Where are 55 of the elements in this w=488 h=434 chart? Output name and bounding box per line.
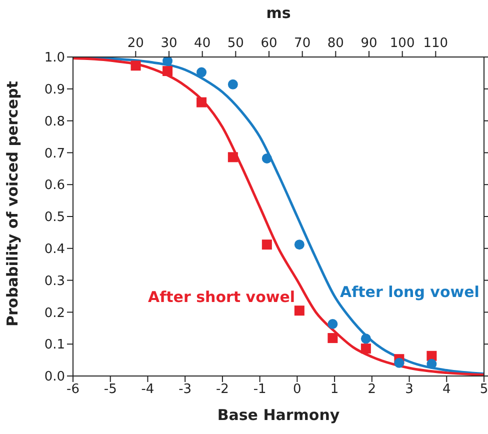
point bbox=[394, 358, 404, 368]
point bbox=[228, 152, 238, 162]
x-tick-label: -6 bbox=[66, 382, 80, 398]
y-tick-label: 0.6 bbox=[44, 178, 65, 194]
x2-tick-label: 30 bbox=[160, 36, 178, 51]
x2-tick-label: 90 bbox=[360, 36, 378, 51]
point bbox=[294, 306, 304, 316]
point bbox=[328, 333, 338, 344]
point bbox=[130, 60, 141, 71]
point bbox=[360, 334, 371, 344]
x-tick-label: 4 bbox=[442, 382, 451, 398]
point bbox=[162, 57, 173, 66]
y-axis-title: Probability of voiced percept bbox=[3, 81, 22, 326]
x2-tick-label: 20 bbox=[127, 36, 144, 51]
series-label: After short vowel bbox=[148, 288, 296, 306]
point bbox=[262, 153, 272, 164]
x-tick-label: 1 bbox=[330, 382, 339, 398]
x-axis-title: Base Harmony bbox=[217, 406, 340, 424]
y-tick-label: 0.8 bbox=[44, 114, 65, 130]
point bbox=[228, 79, 238, 90]
x-tick-label: 3 bbox=[405, 382, 414, 398]
x-tick-label: 0 bbox=[293, 382, 302, 398]
y-tick-label: 0.5 bbox=[44, 210, 65, 226]
x2-tick-label: 100 bbox=[390, 36, 415, 51]
y-tick-label: 0.4 bbox=[44, 242, 65, 258]
point bbox=[196, 67, 207, 78]
y-tick-label: 0.1 bbox=[44, 338, 65, 353]
point bbox=[196, 97, 207, 108]
y-tick-label: 0.3 bbox=[44, 274, 65, 289]
x-tick-label: 5 bbox=[480, 382, 488, 398]
x2-tick-label: 110 bbox=[423, 36, 448, 51]
x2-tick-label: 80 bbox=[327, 36, 344, 51]
x2-tick-label: 60 bbox=[260, 36, 278, 51]
point bbox=[360, 344, 371, 354]
series-label: After long vowel bbox=[340, 283, 480, 301]
y-tick-label: 0.9 bbox=[44, 82, 65, 98]
x-tick-label: -1 bbox=[253, 382, 266, 398]
point bbox=[294, 240, 304, 250]
x-tick-label: -4 bbox=[141, 382, 154, 398]
x-tick-label: -2 bbox=[216, 382, 229, 398]
x2-axis-title: ms bbox=[266, 4, 291, 22]
point bbox=[328, 319, 338, 330]
x2-tick-label: 40 bbox=[194, 36, 211, 51]
x2-tick-label: 50 bbox=[227, 36, 244, 51]
y-tick-label: 0.7 bbox=[44, 146, 65, 162]
y-tick-label: 0.0 bbox=[44, 370, 65, 385]
x-tick-label: -5 bbox=[104, 382, 117, 398]
y-tick-label: 1.0 bbox=[44, 50, 65, 66]
point bbox=[162, 66, 173, 76]
point bbox=[262, 240, 272, 250]
point bbox=[426, 358, 437, 369]
x2-tick-label: 70 bbox=[294, 36, 311, 51]
x-tick-label: -3 bbox=[178, 382, 192, 398]
x-tick-label: 2 bbox=[368, 382, 376, 398]
y-tick-label: 0.2 bbox=[44, 306, 65, 321]
